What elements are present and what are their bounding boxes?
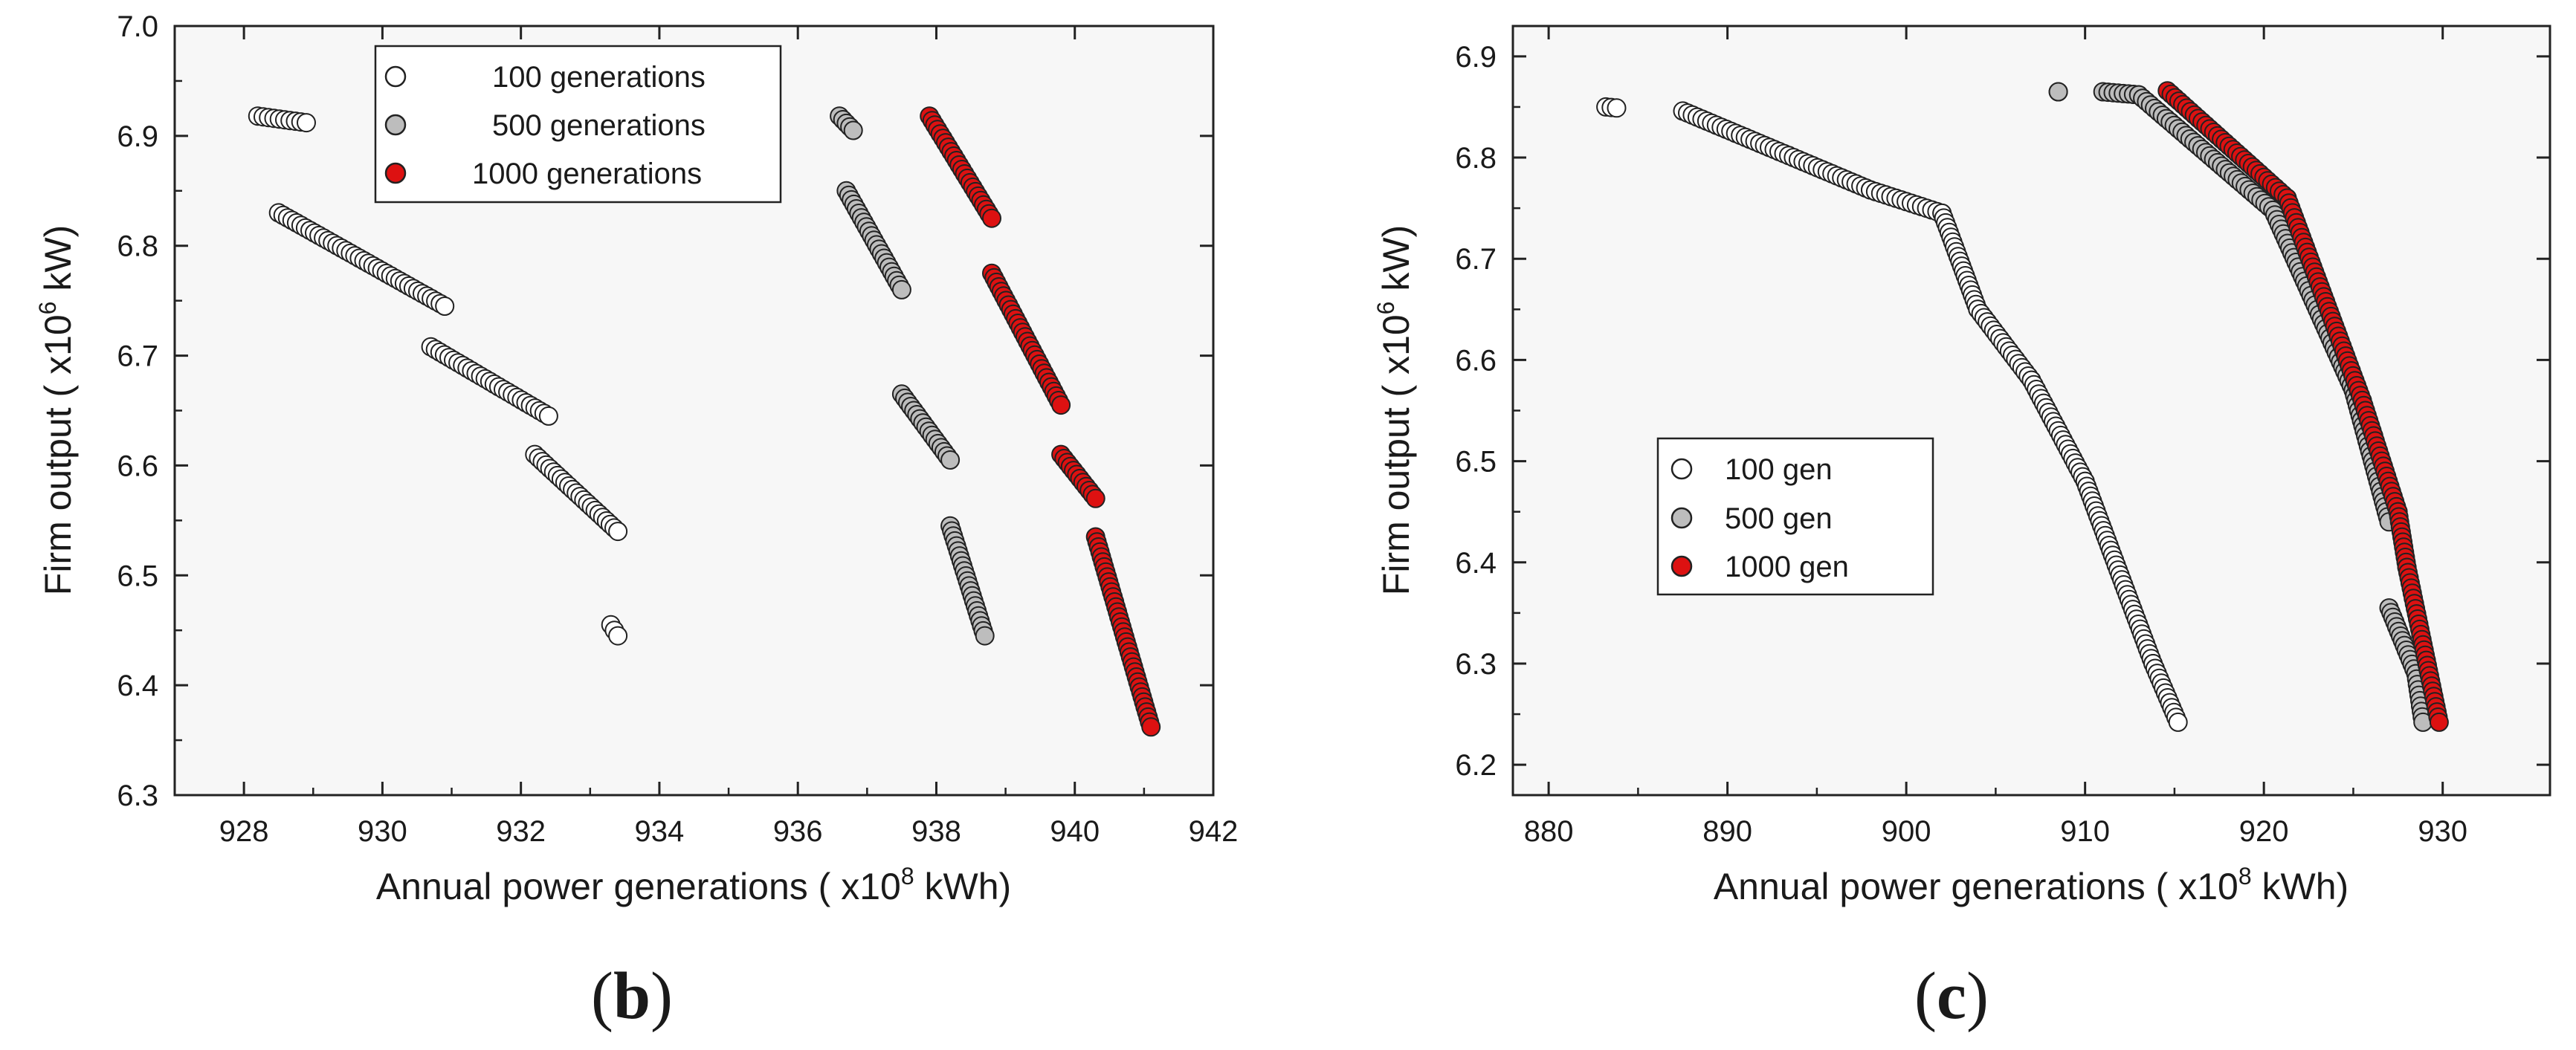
legend-label-100-generations: 100 generations [492,61,706,94]
y-tick-label: 6.8 [1455,142,1497,175]
series-1000-gen [2157,81,2449,732]
y-tick-label: 6.6 [117,450,158,482]
point-500-gen [2048,82,2068,102]
y-tick-label: 6.8 [117,230,158,263]
tick-labels-b: 928 930 932 934 936 938 940 942 6.3 6.4 6.5 6.6 6.7 6… [117,10,1238,848]
y-axis-title-b: Firm output ( x106 kW) [34,225,79,595]
x-axis-title-b: Annual power generations ( x108 kWh) [376,863,1011,907]
point-1000-generations [1051,395,1071,415]
chart-panel-c: 880 890 900 910 920 930 6.2 6.3 6.4 6.5 6.6 6.7 6.8 6… [1372,25,2551,1033]
point-1000-generations [1141,717,1161,737]
y-tick-label: 6.3 [117,780,158,812]
legend-marker-100-generations [384,65,407,88]
point-100-generations [297,113,316,133]
chart-panel-b: 928 930 932 934 936 938 940 942 6.3 6.4 6.5 6.6 6.7 6… [34,10,1238,1033]
x-tick-label: 900 [1882,815,1931,848]
ticks-b [175,25,1215,797]
series-1000-generations [920,106,1161,737]
x-tick-label: 920 [2239,815,2289,848]
legend-label-500-gen: 500 gen [1725,502,1833,535]
point-500-generations [891,279,911,299]
x-tick-label: 930 [358,815,407,848]
x-tick-label: 928 [219,815,269,848]
y-tick-label: 6.7 [1455,243,1497,276]
y-tick-label: 6.9 [1455,41,1497,74]
point-100-generations [608,626,628,646]
series-100-gen [1596,97,2188,732]
y-tick-label: 6.4 [1455,547,1497,580]
y-tick-label: 6.9 [117,120,158,153]
legend-b: 100 generations 500 generations 1000 gen… [374,45,782,204]
points-b [248,106,1161,737]
y-tick-label: 6.7 [117,340,158,373]
legend-marker-1000-generations [384,162,407,184]
legend-marker-1000-gen [1670,555,1693,577]
y-tick-label: 6.6 [1455,344,1497,377]
plot-area-c [1511,25,2551,797]
legend-label-100-gen: 100 gen [1725,453,1833,486]
panel-label-b: (b) [591,959,673,1033]
y-tick-label: 6.5 [1455,446,1497,479]
point-500-generations [843,120,863,140]
panel-label-c: (c) [1914,959,1989,1033]
y-tick-label: 7.0 [117,10,158,43]
point-500-generations [975,626,995,646]
legend-label-1000-generations: 1000 generations [472,158,702,190]
y-tick-label: 6.5 [117,560,158,592]
ticks-c [1513,26,2550,795]
x-tick-label: 932 [496,815,546,848]
legend-label-1000-gen: 1000 gen [1725,551,1849,583]
x-tick-label: 880 [1524,815,1574,848]
x-tick-label: 910 [2060,815,2110,848]
point-100-generations [538,406,558,426]
x-tick-label: 890 [1702,815,1752,848]
point-1000-gen [2429,712,2449,732]
legend-marker-500-gen [1670,507,1693,529]
legend-c: 100 gen 500 gen 1000 gen [1656,437,1934,596]
points-c [1596,81,2449,732]
x-tick-label: 938 [911,815,961,848]
point-1000-generations [982,208,1001,228]
tick-labels-c: 880 890 900 910 920 930 6.2 6.3 6.4 6.5 6.6 6.7 6.8 6… [1455,41,2467,848]
legend-marker-500-generations [384,114,407,136]
y-tick-label: 6.2 [1455,749,1497,782]
y-tick-label: 6.3 [1455,648,1497,681]
point-100-gen [2168,712,2188,732]
point-500-generations [940,450,961,470]
legend-marker-100-gen [1670,458,1693,480]
point-1000-generations [1085,488,1105,508]
y-tick-label: 6.4 [117,670,158,702]
y-axis-title-c: Firm output ( x106 kW) [1372,225,1417,595]
x-tick-label: 930 [2418,815,2467,848]
point-100-gen [1607,98,1627,118]
x-tick-label: 942 [1189,815,1239,848]
x-tick-label: 940 [1050,815,1100,848]
series-100-generations [248,106,628,646]
point-100-generations [435,296,455,316]
x-tick-label: 934 [635,815,685,848]
series-500-generations [830,106,995,646]
legend-label-500-generations: 500 generations [492,109,706,142]
point-100-generations [608,522,628,542]
x-tick-label: 936 [773,815,823,848]
x-axis-title-c: Annual power generations ( x108 kWh) [1714,863,2349,907]
